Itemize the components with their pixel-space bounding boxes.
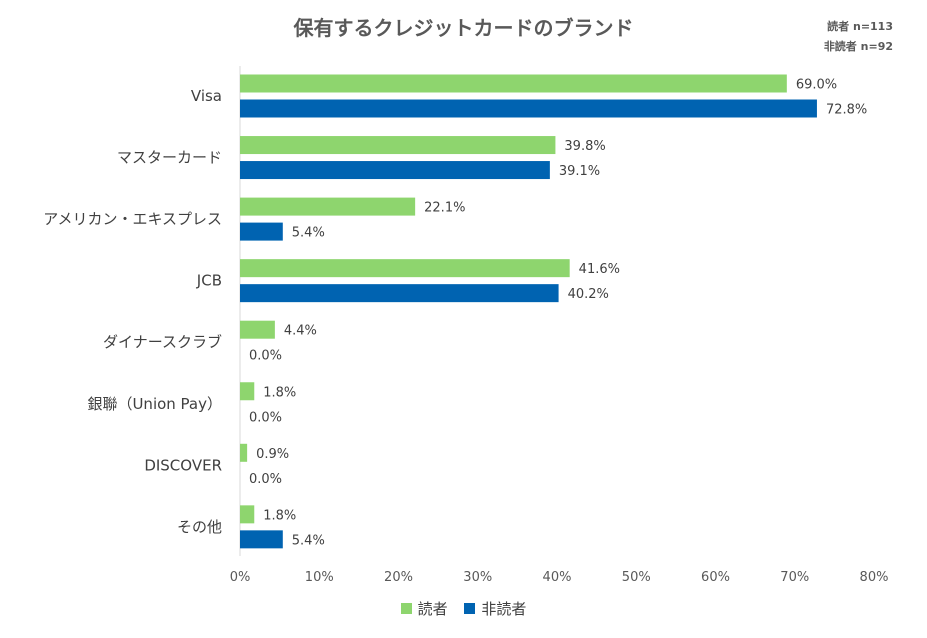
bar-readers (240, 136, 556, 155)
data-label-nonreaders: 0.0% (249, 410, 282, 425)
data-label-nonreaders: 0.0% (249, 349, 282, 364)
bar-readers (240, 197, 416, 216)
data-label-readers: 0.9% (256, 447, 289, 462)
data-label-nonreaders: 5.4% (292, 533, 325, 548)
data-label-readers: 41.6% (579, 262, 620, 277)
legend: 読者 非読者 (0, 598, 927, 619)
data-label-readers: 69.0% (796, 78, 837, 93)
bar-readers (240, 259, 570, 278)
data-label-nonreaders: 5.4% (292, 226, 325, 241)
legend-item-readers: 読者 (400, 598, 448, 619)
data-label-readers: 4.4% (284, 324, 317, 339)
category-label: アメリカン・エキスプレス (43, 210, 222, 228)
legend-swatch-nonreaders (464, 603, 476, 614)
legend-swatch-readers (400, 603, 412, 614)
bar-nonreaders (240, 530, 283, 549)
data-label-readers: 1.8% (263, 508, 296, 523)
bar-readers (240, 443, 248, 462)
x-tick-label: 60% (701, 570, 730, 585)
category-label: ダイナースクラブ (103, 333, 222, 351)
chart-title: 保有するクレジットカードのブランド (293, 16, 634, 40)
category-label: Visa (191, 87, 222, 105)
x-tick-label: 10% (305, 570, 334, 585)
bar-nonreaders (240, 222, 283, 241)
category-label: DISCOVER (144, 456, 222, 474)
data-label-nonreaders: 40.2% (568, 287, 609, 302)
category-label: マスターカード (117, 149, 222, 167)
sample-size-nonreaders: 非読者 n=92 (823, 40, 893, 53)
category-label: 銀聯（Union Pay） (87, 395, 222, 413)
data-label-nonreaders: 0.0% (249, 472, 282, 487)
data-label-readers: 22.1% (424, 201, 465, 216)
x-tick-label: 30% (463, 570, 492, 585)
x-tick-label: 70% (780, 570, 809, 585)
bar-readers (240, 320, 275, 339)
legend-item-nonreaders: 非読者 (464, 598, 526, 619)
legend-label-readers: 読者 (417, 600, 448, 618)
x-tick-label: 80% (860, 570, 889, 585)
bar-nonreaders (240, 161, 550, 180)
data-label-readers: 1.8% (263, 385, 296, 400)
data-label-readers: 39.8% (564, 139, 605, 154)
bar-nonreaders (240, 99, 817, 118)
category-label: JCB (196, 272, 222, 290)
x-tick-label: 20% (384, 570, 413, 585)
sample-size-readers: 読者 n=113 (827, 20, 893, 33)
x-tick-label: 40% (543, 570, 572, 585)
data-label-nonreaders: 72.8% (826, 103, 867, 118)
x-tick-label: 0% (230, 570, 251, 585)
category-label: その他 (177, 518, 222, 536)
bar-nonreaders (240, 284, 559, 303)
legend-label-nonreaders: 非読者 (481, 600, 527, 618)
bar-readers (240, 382, 255, 401)
bar-readers (240, 74, 787, 93)
x-tick-label: 50% (622, 570, 651, 585)
bar-readers (240, 505, 255, 524)
data-label-nonreaders: 39.1% (559, 164, 600, 179)
